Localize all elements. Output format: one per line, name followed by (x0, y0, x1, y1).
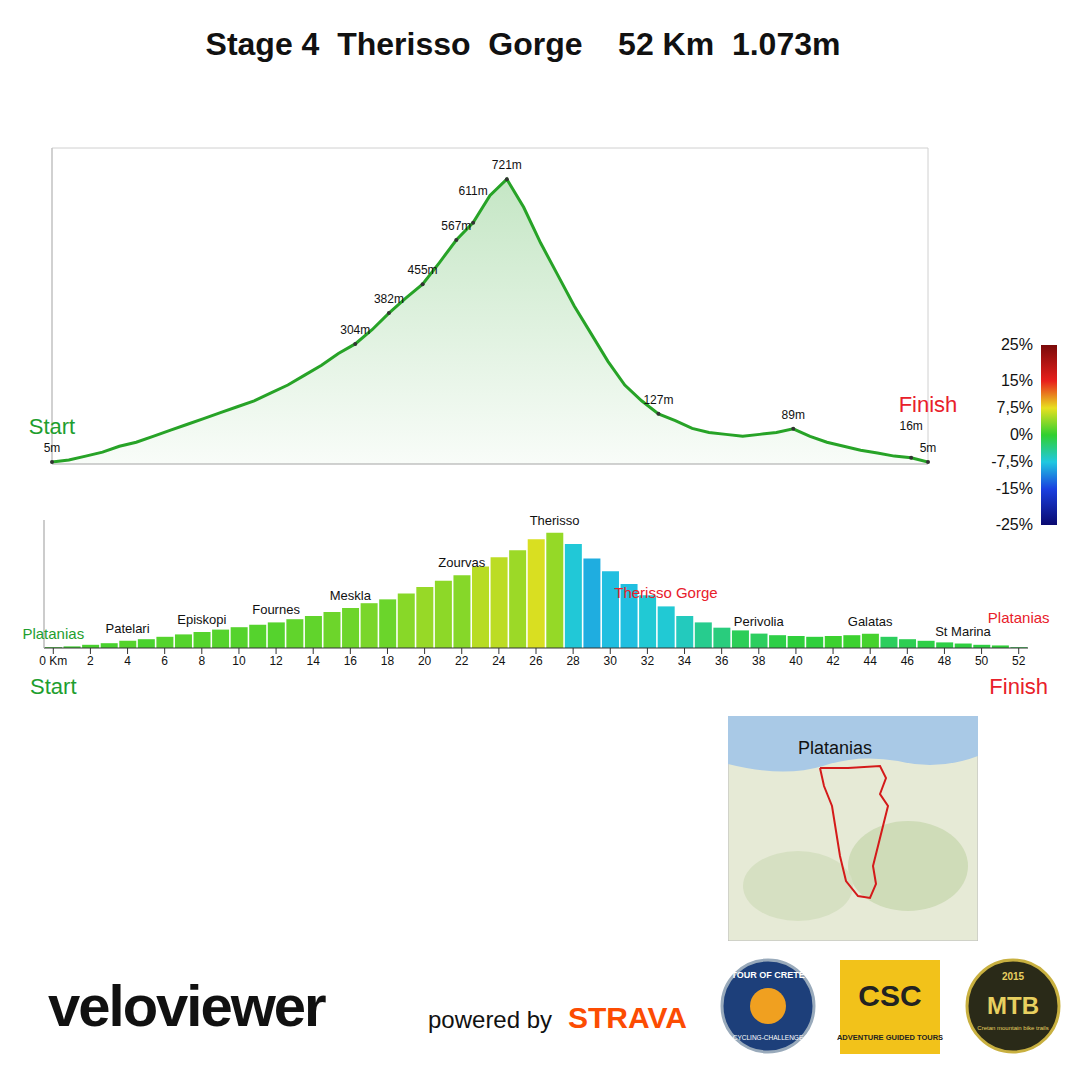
svg-text:St Marina: St Marina (935, 624, 991, 639)
svg-text:304m: 304m (340, 323, 370, 337)
svg-text:MTB: MTB (987, 992, 1039, 1019)
svg-text:42: 42 (826, 654, 840, 668)
svg-text:25%: 25% (1001, 336, 1033, 353)
svg-text:28: 28 (566, 654, 580, 668)
svg-text:18: 18 (381, 654, 395, 668)
svg-text:Finish: Finish (989, 674, 1048, 699)
svg-text:Therisso Gorge: Therisso Gorge (614, 584, 717, 601)
html-text:Stage 4 Therisso Gorge 52 Km 1: Stage 4 Therisso Gorge 52 Km 1.073m (205, 26, 841, 62)
svg-text:455m: 455m (408, 263, 438, 277)
svg-text:38: 38 (752, 654, 766, 668)
svg-text:50: 50 (975, 654, 989, 668)
svg-text:127m: 127m (643, 393, 673, 407)
svg-text:5m: 5m (920, 441, 937, 455)
svg-text:24: 24 (492, 654, 506, 668)
svg-text:16: 16 (344, 654, 358, 668)
svg-text:Galatas: Galatas (848, 614, 893, 629)
svg-text:721m: 721m (492, 158, 522, 172)
svg-text:Finish: Finish (899, 392, 958, 417)
svg-text:Fournes: Fournes (252, 602, 300, 617)
svg-text:46: 46 (901, 654, 915, 668)
svg-text:382m: 382m (374, 292, 404, 306)
svg-text:STRAVA: STRAVA (568, 1001, 687, 1034)
svg-text:Platanias: Platanias (988, 609, 1050, 626)
svg-text:2: 2 (87, 654, 94, 668)
svg-text:0%: 0% (1010, 426, 1033, 443)
svg-text:Episkopi: Episkopi (177, 612, 226, 627)
svg-text:ADVENTURE GUIDED TOURS: ADVENTURE GUIDED TOURS (837, 1033, 943, 1042)
svg-text:26: 26 (529, 654, 543, 668)
svg-text:15%: 15% (1001, 372, 1033, 389)
svg-text:10: 10 (232, 654, 246, 668)
svg-text:CYCLING-CHALLENGE: CYCLING-CHALLENGE (733, 1034, 804, 1041)
svg-text:48: 48 (938, 654, 952, 668)
svg-text:36: 36 (715, 654, 729, 668)
svg-text:30: 30 (604, 654, 618, 668)
svg-text:Therisso: Therisso (530, 513, 580, 528)
svg-text:12: 12 (269, 654, 283, 668)
svg-text:14: 14 (307, 654, 321, 668)
svg-text:611m: 611m (459, 184, 488, 198)
svg-text:Zourvas: Zourvas (438, 555, 485, 570)
svg-text:-15%: -15% (996, 480, 1033, 497)
svg-text:8: 8 (198, 654, 205, 668)
svg-text:5m: 5m (44, 441, 61, 455)
svg-text:34: 34 (678, 654, 692, 668)
svg-text:TOUR OF CRETE: TOUR OF CRETE (731, 970, 804, 980)
svg-text:Perivolia: Perivolia (734, 614, 785, 629)
svg-text:40: 40 (789, 654, 803, 668)
svg-text:veloviewer: veloviewer (48, 973, 326, 1038)
svg-text:Platanias: Platanias (22, 625, 84, 642)
svg-text:powered by: powered by (428, 1006, 552, 1033)
svg-text:32: 32 (641, 654, 655, 668)
svg-text:52: 52 (1012, 654, 1026, 668)
svg-text:Start: Start (29, 414, 75, 439)
svg-text:20: 20 (418, 654, 432, 668)
svg-text:Platanias: Platanias (798, 738, 872, 758)
svg-text:Cretan mountain bike trails: Cretan mountain bike trails (977, 1025, 1048, 1031)
svg-text:Meskla: Meskla (330, 588, 372, 603)
svg-text:22: 22 (455, 654, 469, 668)
svg-text:567m: 567m (441, 219, 471, 233)
svg-text:Start: Start (30, 674, 76, 699)
svg-text:16m: 16m (899, 419, 922, 433)
svg-text:Patelari: Patelari (106, 621, 150, 636)
svg-text:-7,5%: -7,5% (991, 453, 1033, 470)
svg-text:0 Km: 0 Km (39, 654, 67, 668)
svg-text:2015: 2015 (1002, 971, 1025, 982)
svg-text:-25%: -25% (996, 516, 1033, 533)
svg-text:44: 44 (864, 654, 878, 668)
svg-text:CSC: CSC (858, 979, 921, 1012)
svg-text:4: 4 (124, 654, 131, 668)
svg-text:89m: 89m (782, 408, 805, 422)
svg-text:7,5%: 7,5% (997, 399, 1033, 416)
svg-text:6: 6 (161, 654, 168, 668)
